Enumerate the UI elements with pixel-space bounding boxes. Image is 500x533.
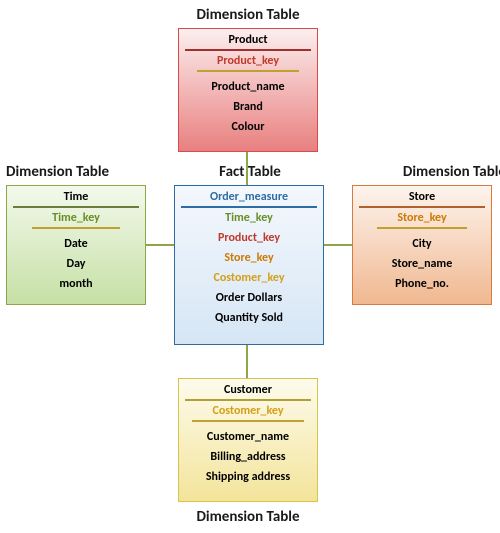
table-product-key: Product_key [179,51,317,77]
label-bottom: Dimension Table [168,508,328,526]
table-store: Store Store_key City Store_name Phone_no… [352,185,492,305]
table-time: Time Time_key Date Day month [6,185,146,305]
label-center: Fact Table [200,163,300,181]
table-product-header: Product [185,29,311,51]
table-store-field: City [353,234,491,254]
table-store-key: Store_key [353,208,491,234]
table-customer: Customer Costomer_key Customer_name Bill… [178,378,318,502]
table-fact-row: Time_key [175,208,323,228]
table-fact-row: Order Dollars [175,288,323,308]
table-product-field: Brand [179,97,317,117]
table-store-field: Phone_no. [353,274,491,294]
table-customer-key: Costomer_key [179,401,317,427]
table-product-field: Colour [179,117,317,137]
table-store-field: Store_name [353,254,491,274]
label-right: Dimension Table [346,163,500,181]
table-customer-field: Shipping address [179,467,317,487]
table-time-field: Day [7,254,145,274]
table-fact-row: Product_key [175,228,323,248]
label-top: Dimension Table [168,6,328,24]
table-product-field: Product_name [179,77,317,97]
table-fact-header: Order_measure [181,186,317,208]
label-left: Dimension Table [6,163,166,181]
table-time-header: Time [13,186,139,208]
table-customer-field: Customer_name [179,427,317,447]
table-fact-row: Quantity Sold [175,308,323,328]
table-time-field: Date [7,234,145,254]
table-time-key: Time_key [7,208,145,234]
table-product: Product Product_key Product_name Brand C… [178,28,318,152]
table-time-field: month [7,274,145,294]
table-fact: Order_measure Time_key Product_key Store… [174,185,324,345]
star-schema-diagram: Dimension Table Fact Table Dimension Tab… [0,0,500,533]
connector-left [146,244,174,246]
table-fact-row: Costomer_key [175,268,323,288]
connector-bottom [246,345,248,378]
connector-right [324,244,352,246]
table-fact-row: Store_key [175,248,323,268]
table-customer-field: Billing_address [179,447,317,467]
table-customer-header: Customer [185,379,311,401]
table-store-header: Store [359,186,485,208]
